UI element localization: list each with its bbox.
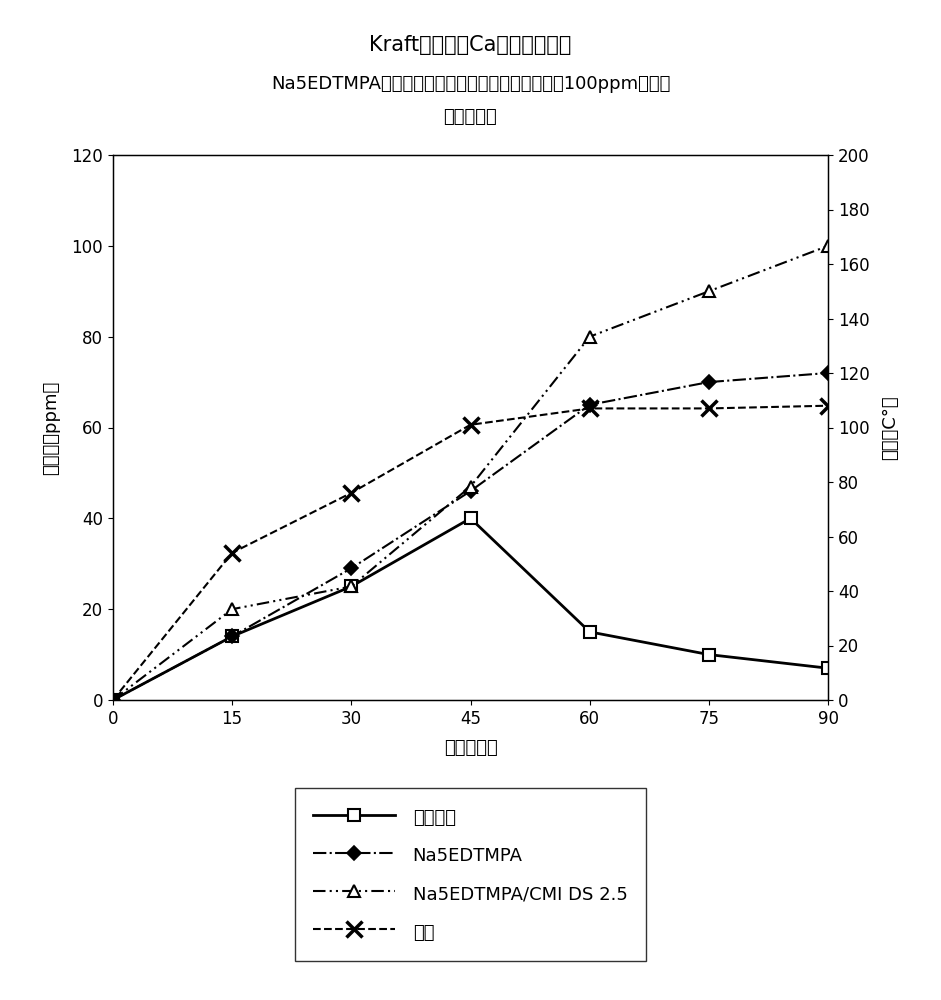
Text: Kraft蒸煮中的Ca性能抑制曲线: Kraft蒸煮中的Ca性能抑制曲线 bbox=[369, 35, 572, 55]
温度 bbox=[465, 419, 476, 431]
Na5EDTMPA bbox=[345, 562, 357, 574]
Text: Na5EDTMPA（乙二胺四亚甲基膦酸的钠盐）及具有100ppm抑制剂: Na5EDTMPA（乙二胺四亚甲基膦酸的钠盐）及具有100ppm抑制剂 bbox=[271, 75, 670, 93]
Na5EDTMPA/CMI DS 2.5 bbox=[345, 580, 357, 592]
Y-axis label: 温度（C°）: 温度（C°） bbox=[881, 395, 899, 460]
温度 bbox=[703, 402, 714, 414]
Na5EDTMPA/CMI DS 2.5 bbox=[822, 240, 834, 252]
Na5EDTMPA bbox=[107, 694, 119, 706]
Legend: 无抑制剂, Na5EDTMPA, Na5EDTMPA/CMI DS 2.5, 温度: 无抑制剂, Na5EDTMPA, Na5EDTMPA/CMI DS 2.5, 温… bbox=[295, 788, 646, 961]
无抑制剂 bbox=[107, 694, 119, 706]
Line: Na5EDTMPA/CMI DS 2.5: Na5EDTMPA/CMI DS 2.5 bbox=[106, 240, 835, 706]
X-axis label: 时间（分）: 时间（分） bbox=[443, 739, 498, 757]
无抑制剂 bbox=[703, 649, 714, 661]
Na5EDTMPA bbox=[465, 485, 476, 497]
Na5EDTMPA/CMI DS 2.5 bbox=[465, 481, 476, 493]
无抑制剂 bbox=[465, 512, 476, 524]
Line: Na5EDTMPA: Na5EDTMPA bbox=[108, 368, 833, 705]
温度 bbox=[227, 547, 238, 559]
无抑制剂 bbox=[822, 662, 834, 674]
Line: 无抑制剂: 无抑制剂 bbox=[107, 513, 834, 706]
温度 bbox=[107, 694, 119, 706]
Na5EDTMPA/CMI DS 2.5 bbox=[227, 603, 238, 615]
温度 bbox=[345, 487, 357, 499]
Na5EDTMPA/CMI DS 2.5 bbox=[584, 331, 596, 343]
Y-axis label: 钙浓度（ppm）: 钙浓度（ppm） bbox=[42, 380, 60, 475]
Na5EDTMPA bbox=[584, 399, 596, 411]
Na5EDTMPA bbox=[822, 367, 834, 379]
Text: 的混合体系: 的混合体系 bbox=[443, 108, 498, 126]
温度 bbox=[584, 402, 596, 414]
Na5EDTMPA bbox=[227, 630, 238, 642]
Na5EDTMPA bbox=[703, 376, 714, 388]
Line: 温度: 温度 bbox=[105, 398, 836, 708]
温度 bbox=[822, 400, 834, 412]
无抑制剂 bbox=[584, 626, 596, 638]
Na5EDTMPA/CMI DS 2.5 bbox=[703, 285, 714, 297]
Na5EDTMPA/CMI DS 2.5 bbox=[107, 694, 119, 706]
无抑制剂 bbox=[227, 630, 238, 642]
无抑制剂 bbox=[345, 580, 357, 592]
